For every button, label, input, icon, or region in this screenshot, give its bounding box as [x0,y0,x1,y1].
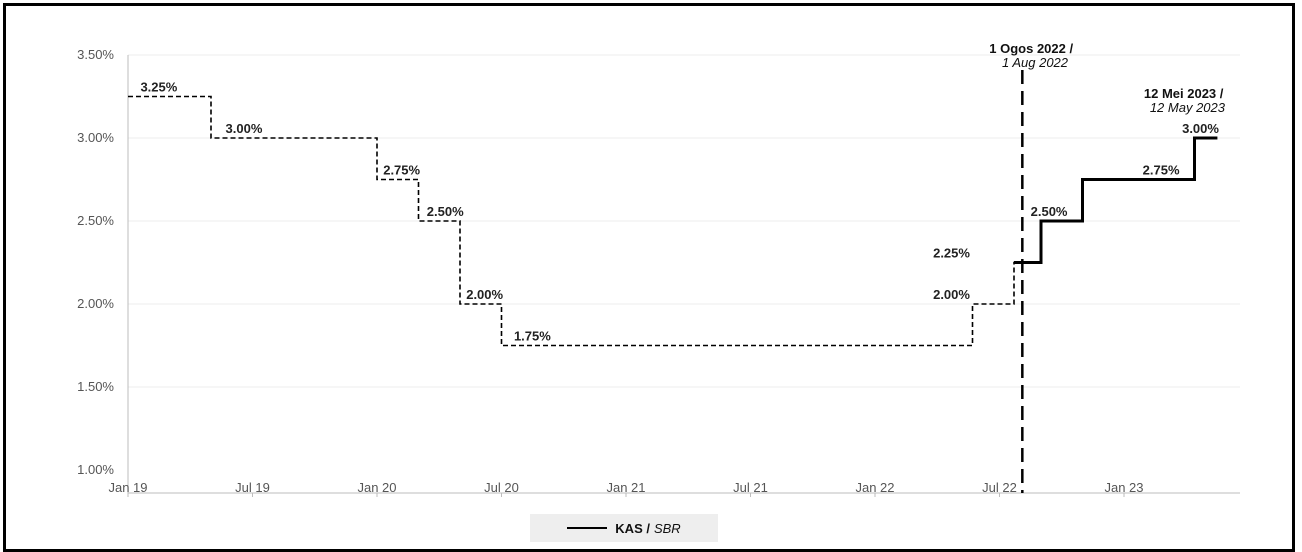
series-group [128,95,1218,347]
annotations: 1 Ogos 2022 / 1 Aug 2022 12 Mei 2023 / 1… [989,41,1227,115]
data-label: 2.00% [933,287,970,302]
data-label: 1.75% [514,329,551,344]
annotation-aug-2022-bold: 1 Ogos 2022 / [989,41,1073,56]
x-tick-label: Jan 20 [357,480,396,495]
x-tick-label: Jan 21 [606,480,645,495]
data-label: 3.25% [140,80,177,95]
x-axis: Jan 19 Jul 19 Jan 20 Jul 20 Jan 21 Jul 21 Jan … [108,55,1240,497]
y-tick-label: 2.50% [77,213,114,228]
data-label: 3.00% [226,121,263,136]
x-tick-label: Jul 20 [484,480,519,495]
annotation-may-2023-italic: 12 May 2023 [1150,100,1226,115]
annotation-may-2023: 12 Mei 2023 / 12 May 2023 [1144,86,1227,115]
annotation-may-2023-bold: 12 Mei 2023 / [1144,86,1224,101]
data-label: 2.00% [466,287,503,302]
series-historical-line [128,95,1023,347]
x-tick-label: Jul 21 [733,480,768,495]
legend: KAS / SBR [530,514,718,542]
data-label: 2.75% [1143,163,1180,178]
data-label: 3.00% [1182,121,1219,136]
y-tick-label: 3.50% [77,47,114,62]
y-tick-label: 1.50% [77,379,114,394]
x-tick-label: Jul 22 [982,480,1017,495]
data-labels: 3.25% 3.00% 2.75% 2.50% 2.00% 1.75% 2.00% 2.25%… [140,80,1219,344]
x-tick-label: Jul 19 [235,480,270,495]
y-tick-label: 2.00% [77,296,114,311]
legend-label-bold: KAS / [615,520,650,536]
legend-swatch [567,527,608,529]
y-axis: 3.50% 3.00% 2.50% 2.00% 1.50% 1.00% [77,47,114,477]
annotation-aug-2022-italic: 1 Aug 2022 [1002,55,1069,70]
y-tick-label: 3.00% [77,130,114,145]
data-label: 2.50% [1031,204,1068,219]
annotation-aug-2022: 1 Ogos 2022 / 1 Aug 2022 [989,41,1076,70]
data-label: 2.75% [383,163,420,178]
x-tick-label: Jan 22 [855,480,894,495]
series-kas-sbr-line [1014,136,1218,264]
data-label: 2.50% [427,204,464,219]
chart-frame [3,3,1295,552]
legend-label-italic: SBR [653,520,681,536]
y-tick-label: 1.00% [77,462,114,477]
x-tick-label: Jan 19 [108,480,147,495]
x-tick-label: Jan 23 [1104,480,1143,495]
data-label: 2.25% [933,246,970,261]
